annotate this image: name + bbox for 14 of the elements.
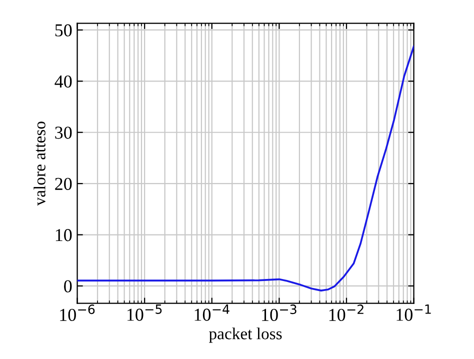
x-tick-label: 10$^{−3}$ [262, 304, 296, 322]
x-axis-title: packet loss [209, 328, 282, 343]
y-tick-label: 20 [55, 178, 72, 190]
y-tick-label: 0 [64, 280, 72, 292]
y-tick-label: 50 [55, 24, 72, 36]
y-tick-label: 10 [56, 229, 72, 242]
y-axis-title: valore atteso [34, 122, 46, 206]
x-tick-label: 10$^{−2}$ [329, 304, 364, 322]
y-tick-label: 30 [55, 126, 72, 139]
x-tick-label: 10$^{−5}$ [127, 304, 162, 321]
x-tick-label: 10$^{−4}$ [194, 304, 230, 321]
y-tick-label: 40 [54, 75, 72, 88]
x-tick-label: 10$^{−1}$ [396, 304, 431, 321]
x-tick-label: 10$^{−6}$ [60, 304, 95, 322]
